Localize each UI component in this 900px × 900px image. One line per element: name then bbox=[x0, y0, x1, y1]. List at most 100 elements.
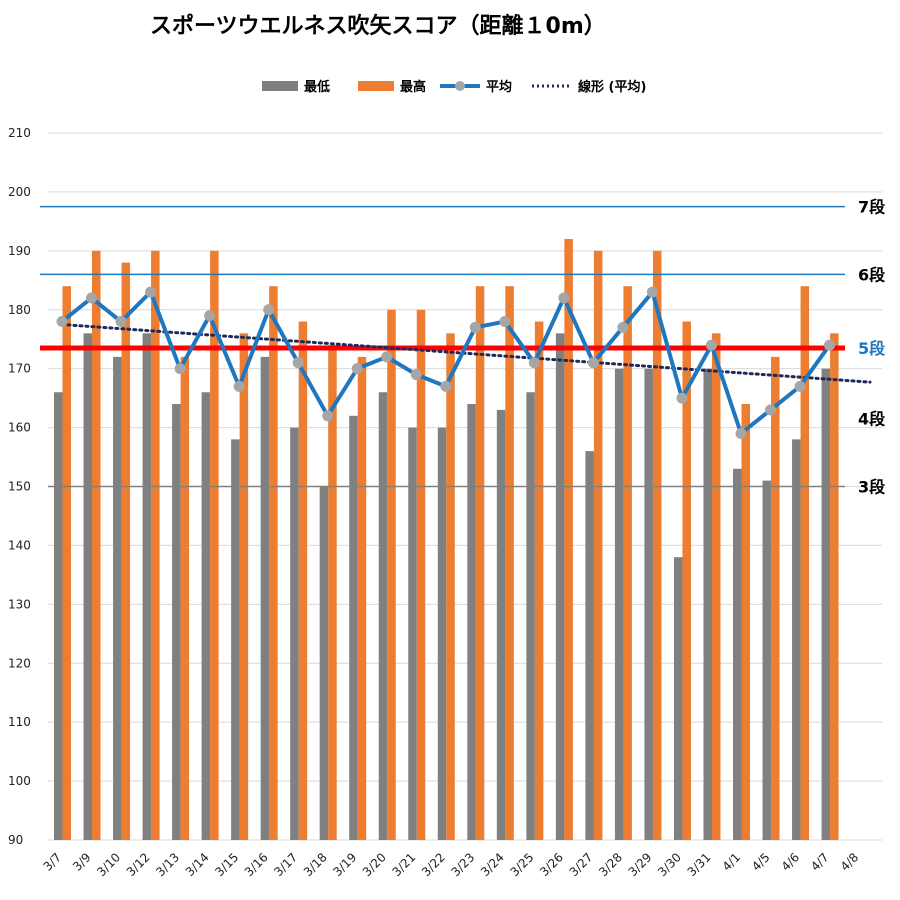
average-marker bbox=[824, 339, 836, 351]
bar-min bbox=[319, 486, 329, 840]
reference-line-label: 3段 bbox=[858, 478, 886, 497]
average-marker bbox=[56, 316, 68, 328]
average-marker bbox=[765, 404, 777, 416]
y-tick-label: 150 bbox=[8, 480, 31, 494]
x-tick-label: 3/24 bbox=[478, 850, 507, 879]
x-tick-label: 3/13 bbox=[153, 850, 182, 879]
bar-min bbox=[821, 368, 831, 840]
average-marker bbox=[617, 321, 629, 333]
bar-min bbox=[54, 392, 63, 840]
bar-max bbox=[62, 286, 71, 840]
bar-max bbox=[387, 309, 396, 840]
bar-max bbox=[593, 250, 603, 841]
x-tick-label: 3/29 bbox=[626, 850, 655, 879]
average-marker bbox=[705, 339, 717, 351]
bar-min bbox=[614, 368, 624, 840]
x-tick-label: 3/16 bbox=[242, 850, 271, 879]
x-tick-label: 3/19 bbox=[330, 850, 359, 879]
y-tick-label: 210 bbox=[8, 126, 31, 140]
y-tick-label: 160 bbox=[8, 421, 31, 435]
x-tick-label: 3/27 bbox=[567, 850, 596, 879]
bar-max bbox=[357, 356, 367, 840]
reference-line-label: 5段 bbox=[858, 339, 886, 358]
bar-min bbox=[349, 415, 358, 840]
bar-min bbox=[83, 333, 93, 840]
y-tick-label: 170 bbox=[8, 362, 31, 376]
bar-max bbox=[151, 250, 160, 841]
y-tick-label: 90 bbox=[8, 833, 23, 847]
x-tick-label: 4/1 bbox=[720, 850, 744, 874]
average-marker bbox=[794, 380, 806, 392]
x-tick-label: 3/22 bbox=[419, 850, 448, 879]
average-marker bbox=[499, 316, 511, 328]
bar-min bbox=[555, 333, 565, 840]
chart-title: スポーツウエルネス吹矢スコア（距離１0m） bbox=[150, 14, 606, 39]
bar-max bbox=[623, 286, 632, 840]
average-marker bbox=[115, 316, 127, 328]
bar-min bbox=[733, 468, 742, 840]
bar-min bbox=[496, 409, 506, 840]
average-marker bbox=[410, 369, 422, 381]
bar-min bbox=[172, 404, 181, 840]
bar-max bbox=[830, 333, 839, 840]
y-tick-label: 110 bbox=[8, 715, 31, 729]
average-marker bbox=[145, 286, 157, 298]
average-marker bbox=[292, 357, 304, 369]
bar-max bbox=[328, 345, 337, 840]
bar-max bbox=[741, 404, 751, 840]
bar-min bbox=[703, 368, 712, 840]
legend-swatch-avg bbox=[440, 80, 480, 91]
bar-min bbox=[142, 333, 152, 840]
bar-max bbox=[505, 286, 514, 840]
bar-max bbox=[711, 333, 721, 840]
bar-max bbox=[534, 321, 544, 840]
bar-min bbox=[201, 392, 211, 840]
average-marker bbox=[174, 363, 186, 375]
x-tick-label: 3/15 bbox=[212, 850, 241, 879]
x-tick-label: 4/5 bbox=[749, 850, 773, 874]
x-tick-label: 3/28 bbox=[596, 850, 625, 879]
x-tick-label: 4/8 bbox=[838, 850, 862, 874]
bar-max bbox=[239, 333, 249, 840]
bar-max bbox=[564, 239, 573, 841]
bar-max bbox=[92, 250, 101, 841]
bar-min bbox=[378, 392, 388, 840]
average-marker bbox=[440, 380, 452, 392]
legend-item-max: 最高 bbox=[358, 76, 426, 95]
legend-label-min: 最低 bbox=[304, 80, 331, 95]
trendline bbox=[60, 322, 872, 384]
reference-line-label: 6段 bbox=[858, 265, 886, 284]
y-tick-label: 200 bbox=[8, 185, 31, 199]
average-marker bbox=[322, 410, 334, 422]
x-tick-label: 3/9 bbox=[70, 850, 94, 874]
bar-max bbox=[416, 309, 426, 840]
legend-swatch-trend bbox=[532, 84, 572, 87]
y-tick-label: 120 bbox=[8, 656, 31, 670]
bar-min bbox=[260, 356, 270, 840]
y-tick-label: 180 bbox=[8, 303, 31, 317]
y-tick-label: 140 bbox=[8, 538, 31, 552]
average-marker bbox=[204, 310, 216, 322]
bar-min bbox=[231, 439, 240, 840]
x-tick-label: 3/25 bbox=[508, 850, 537, 879]
bar-max bbox=[800, 286, 810, 840]
bar-max bbox=[652, 250, 662, 841]
bar-min bbox=[673, 557, 683, 840]
x-tick-label: 3/7 bbox=[41, 850, 65, 874]
legend-label-avg: 平均 bbox=[486, 80, 513, 95]
bar-min bbox=[290, 427, 299, 840]
average-marker bbox=[528, 357, 540, 369]
x-tick-label: 3/18 bbox=[301, 850, 330, 879]
bar-max bbox=[210, 250, 219, 841]
bar-min bbox=[762, 480, 772, 840]
x-tick-label: 3/31 bbox=[685, 850, 714, 879]
x-tick-label: 3/20 bbox=[360, 850, 389, 879]
average-marker bbox=[233, 380, 245, 392]
x-tick-label: 3/23 bbox=[448, 850, 477, 879]
legend: 最低 最高 平均 線形 (平均) bbox=[250, 76, 770, 96]
legend-item-trend: 線形 (平均) bbox=[532, 76, 646, 95]
average-marker bbox=[676, 392, 688, 404]
bar-max bbox=[298, 321, 308, 840]
bar-min bbox=[113, 356, 122, 840]
